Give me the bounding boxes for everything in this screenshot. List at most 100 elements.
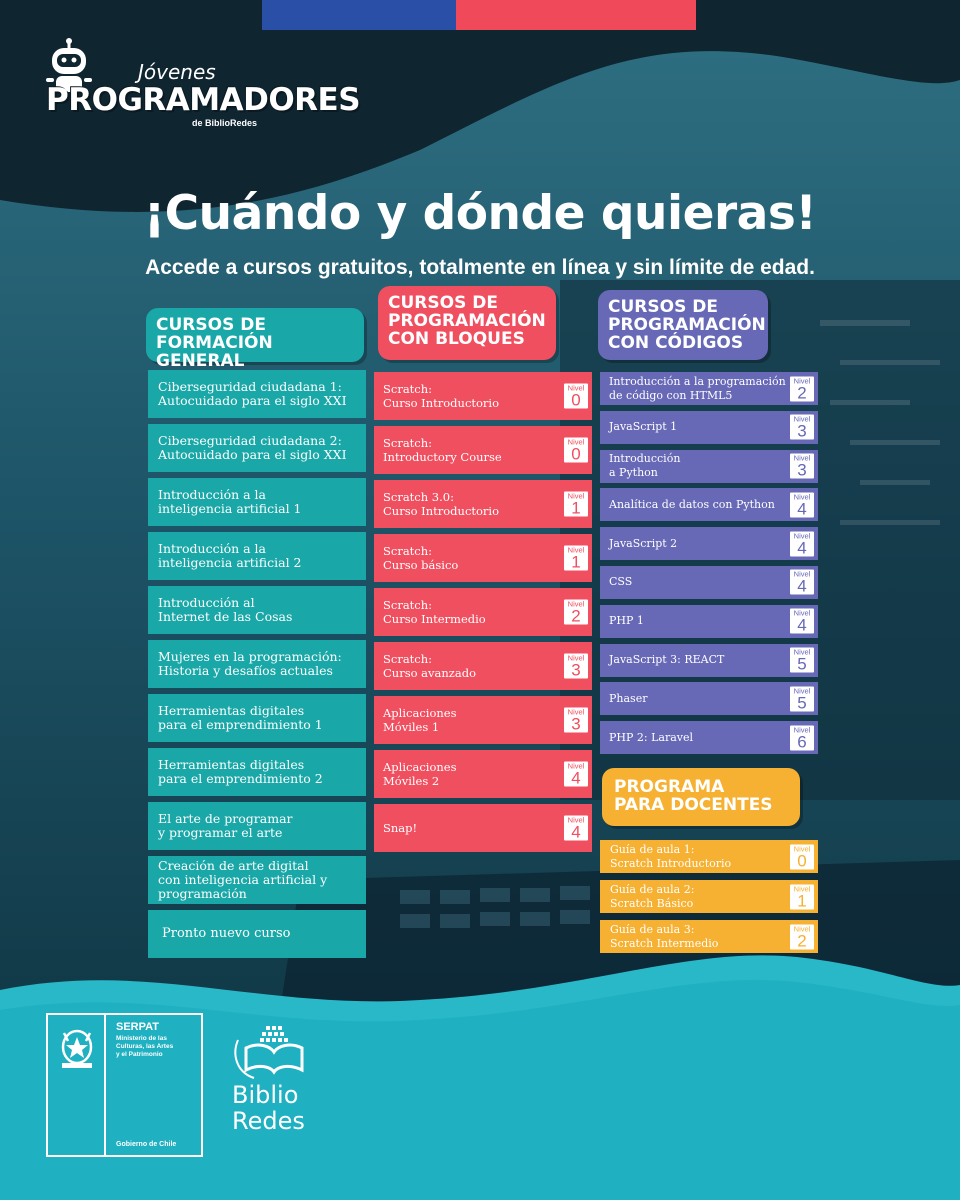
course-title-line: Autocuidado para el siglo XXI <box>158 393 347 408</box>
nivel-label: Nivel <box>793 376 811 385</box>
nivel-number: 4 <box>797 538 807 558</box>
docentes-course-item[interactable]: Guía de aula 3: Scratch Intermedio Nivel 2 <box>600 920 818 953</box>
top-stripe-blue <box>262 0 456 30</box>
codigos-course-item[interactable]: Introducción a la programación de código … <box>600 372 818 405</box>
course-title: Introducción a la programación de código … <box>609 375 786 403</box>
course-title-line: de código con HTML5 <box>609 388 733 402</box>
nivel-number: 1 <box>797 891 807 910</box>
docentes-heading: PROGRAMA PARA DOCENTES <box>602 768 800 826</box>
nivel-number: 3 <box>571 714 581 734</box>
nivel-number: 4 <box>797 615 807 635</box>
codigos-course-item[interactable]: PHP 1 Nivel 4 <box>600 604 818 638</box>
course-title-line: Ciberseguridad ciudadana 1: <box>158 379 342 394</box>
codigos-course-item[interactable]: JavaScript 3: REACT Nivel 5 <box>600 643 818 677</box>
course-title-line: Pronto nuevo curso <box>162 926 291 941</box>
general-course-item[interactable]: El arte de programar y programar el arte <box>148 802 366 850</box>
course-title-line: Scratch: <box>383 652 433 666</box>
course-title-line: Scratch Intermedio <box>610 936 719 950</box>
codigos-course-item[interactable]: JavaScript 2 Nivel 4 <box>600 527 818 561</box>
codigos-heading-line-3: CON CÓDIGOS <box>608 333 744 353</box>
course-title: Aplicaciones Móviles 2 <box>383 760 456 788</box>
nivel-number: 2 <box>571 606 581 626</box>
bloques-course-item[interactable]: Snap! Nivel 4 <box>374 804 592 852</box>
codigos-course-item[interactable]: JavaScript 1 Nivel 3 <box>600 410 818 444</box>
nivel-label: Nivel <box>567 437 585 447</box>
course-title: Scratch: Curso avanzado <box>383 652 476 680</box>
course-title-line: Scratch 3.0: <box>383 490 454 504</box>
codigos-course-item[interactable]: PHP 2: Laravel Nivel 6 <box>600 721 818 755</box>
course-title: PHP 1 <box>609 614 644 628</box>
docentes-heading-line-1: PROGRAMA <box>614 777 725 797</box>
course-title-line: Scratch: <box>383 436 433 450</box>
serpat-line-3: y el Patrimonio <box>116 1051 163 1058</box>
course-title-line: JavaScript 1 <box>609 420 678 434</box>
serpat-ministry: Ministerio de las Culturas, las Artes y … <box>116 1035 196 1059</box>
bloques-course-item[interactable]: Scratch: Curso Introductorio Nivel 0 <box>374 372 592 420</box>
course-title-line: Scratch: <box>383 544 433 558</box>
course-title-line: Ciberseguridad ciudadana 2: <box>158 433 342 448</box>
general-course-item[interactable]: Ciberseguridad ciudadana 1: Autocuidado p… <box>148 370 366 418</box>
general-course-item[interactable]: Pronto nuevo curso <box>148 910 366 958</box>
nivel-number: 3 <box>797 460 807 480</box>
nivel-number: 3 <box>571 660 581 680</box>
course-title-line: Scratch Básico <box>610 896 694 910</box>
codigos-course-item[interactable]: Introducción a Python Nivel 3 <box>600 449 818 483</box>
course-title-line: Guía de aula 1: <box>610 842 695 856</box>
nivel-badge: Nivel 3 <box>790 453 814 480</box>
course-title-line: CSS <box>609 575 633 589</box>
nivel-number: 4 <box>571 768 581 788</box>
course-title: Introducción a la inteligencia artificial… <box>158 542 302 570</box>
course-title: Introducción al Internet de las Cosas <box>158 596 292 624</box>
nivel-number: 1 <box>571 552 581 572</box>
nivel-number: 6 <box>797 732 807 752</box>
course-title-line: Introducción a la programación <box>609 374 786 388</box>
general-course-item[interactable]: Ciberseguridad ciudadana 2: Autocuidado p… <box>148 424 366 472</box>
docentes-course-item[interactable]: Guía de aula 2: Scratch Básico Nivel 1 <box>600 880 818 913</box>
bloques-course-item[interactable]: Scratch: Introductory Course Nivel 0 <box>374 426 592 474</box>
course-title-line: Móviles 2 <box>383 774 440 788</box>
nivel-label: Nivel <box>793 725 811 735</box>
general-course-item[interactable]: Herramientas digitales para el emprendimi… <box>148 694 366 742</box>
bloques-course-item[interactable]: Scratch: Curso avanzado Nivel 3 <box>374 642 592 690</box>
docentes-heading-line-2: PARA DOCENTES <box>614 795 773 815</box>
nivel-number: 4 <box>571 822 581 842</box>
general-course-item[interactable]: Mujeres en la programación: Historia y de… <box>148 640 366 688</box>
codigos-heading-line-2: PROGRAMACIÓN <box>608 315 766 335</box>
bloques-course-item[interactable]: Scratch 3.0: Curso Introductorio Nivel 1 <box>374 480 592 528</box>
nivel-badge: Nivel 4 <box>790 608 814 635</box>
bloques-course-item[interactable]: Aplicaciones Móviles 1 Nivel 3 <box>374 696 592 744</box>
nivel-label: Nivel <box>793 453 811 463</box>
general-course-item[interactable]: Creación de arte digital con inteligencia… <box>148 856 366 904</box>
course-title: Ciberseguridad ciudadana 1: Autocuidado p… <box>158 380 347 408</box>
course-title: Introducción a Python <box>609 452 680 480</box>
codigos-course-item[interactable]: Analítica de datos con Python Nivel 4 <box>600 488 818 522</box>
codigos-course-item[interactable]: CSS Nivel 4 <box>600 565 818 599</box>
serpat-title: SERPAT <box>116 1021 159 1033</box>
general-course-item[interactable]: Herramientas digitales para el emprendimi… <box>148 748 366 796</box>
bloques-course-item[interactable]: Scratch: Curso Intermedio Nivel 2 <box>374 588 592 636</box>
general-course-item[interactable]: Introducción al Internet de las Cosas <box>148 586 366 634</box>
jovenes-programadores-logo: Jóvenes PROGRAMADORES de BiblioRedes <box>42 38 361 138</box>
course-title-line: Introducción a la <box>158 487 266 502</box>
course-title-line: JavaScript 2 <box>609 536 678 550</box>
bloques-course-item[interactable]: Scratch: Curso básico Nivel 1 <box>374 534 592 582</box>
nivel-badge: Nivel 1 <box>564 545 588 572</box>
course-title: JavaScript 3: REACT <box>609 653 724 667</box>
course-title: Snap! <box>383 821 417 835</box>
course-title-line: y programar el arte <box>158 825 283 840</box>
nivel-label: Nivel <box>567 653 585 663</box>
logo-programadores: PROGRAMADORES <box>46 82 361 118</box>
bloques-course-item[interactable]: Aplicaciones Móviles 2 Nivel 4 <box>374 750 592 798</box>
nivel-badge: Nivel 4 <box>564 815 588 842</box>
course-title: Introducción a la inteligencia artificial… <box>158 488 302 516</box>
general-course-item[interactable]: Introducción a la inteligencia artificial… <box>148 478 366 526</box>
codigos-course-item[interactable]: Phaser Nivel 5 <box>600 682 818 716</box>
course-title-line: Creación de arte digital <box>158 858 309 873</box>
general-course-item[interactable]: Introducción a la inteligencia artificial… <box>148 532 366 580</box>
nivel-badge: Nivel 4 <box>790 569 814 595</box>
docentes-course-item[interactable]: Guía de aula 1: Scratch Introductorio Nive… <box>600 840 818 873</box>
course-title-line: inteligencia artificial 1 <box>158 501 302 516</box>
general-heading-line-2: FORMACIÓN GENERAL <box>156 333 273 371</box>
course-title-line: Introducción a la <box>158 541 266 556</box>
serpat-line-1: Ministerio de las <box>116 1035 167 1042</box>
